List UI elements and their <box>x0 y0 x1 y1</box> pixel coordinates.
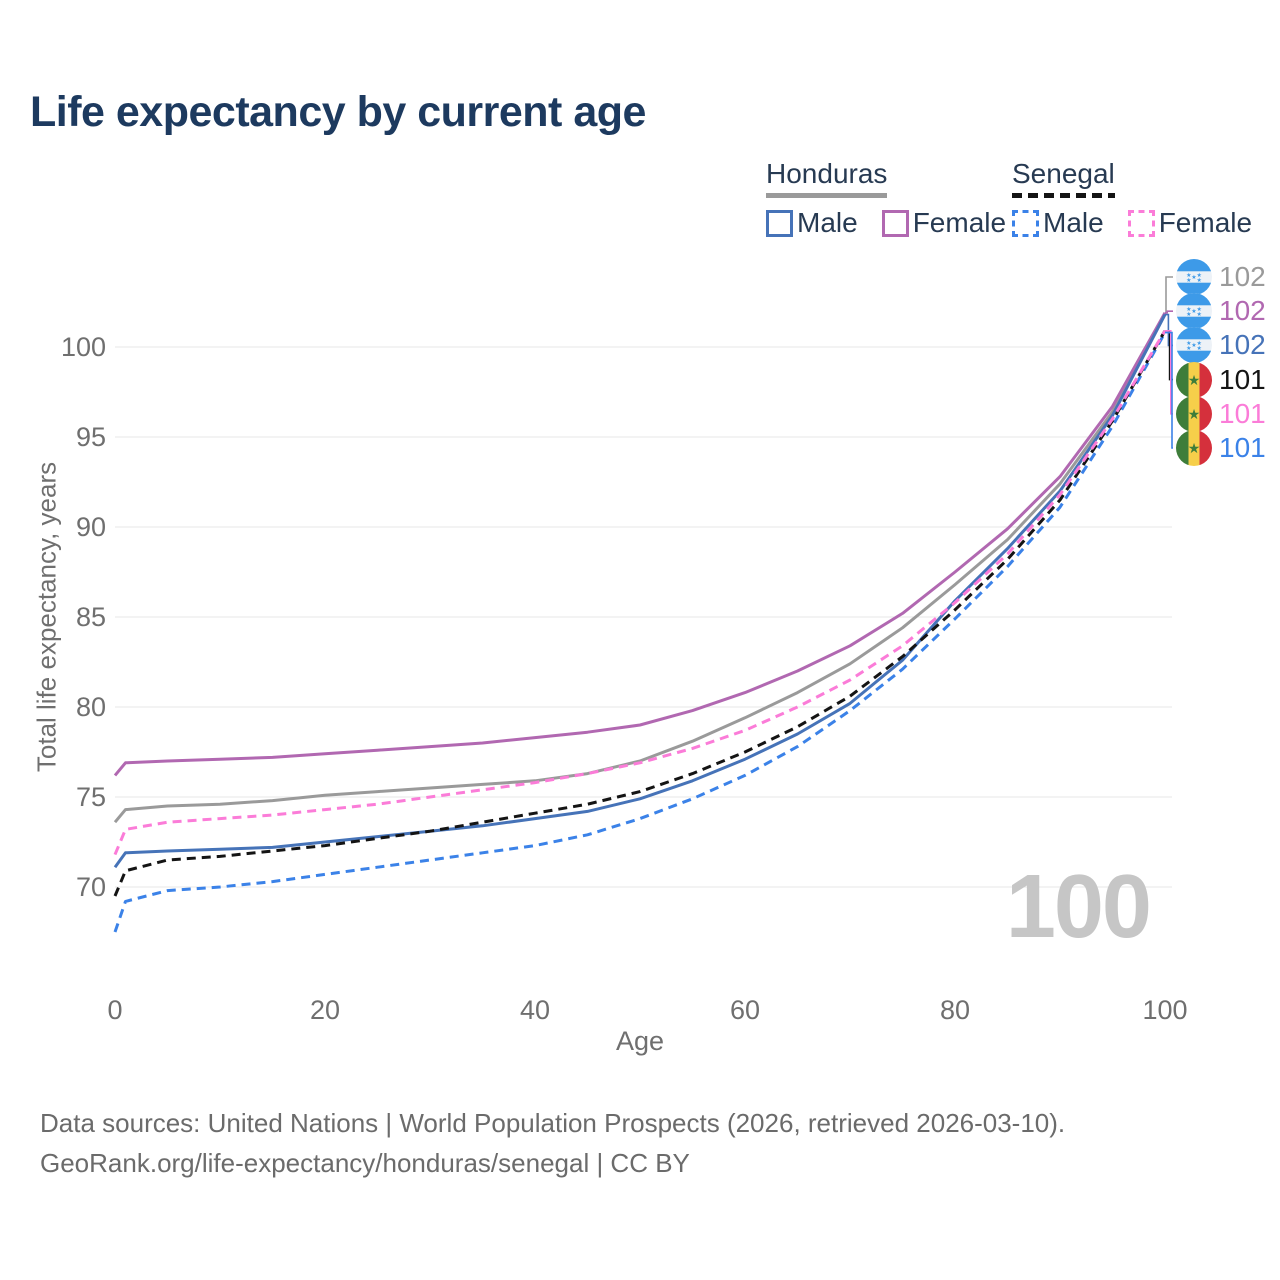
data-sources-text: Data sources: United Nations | World Pop… <box>40 1108 1066 1138</box>
svg-text:★: ★ <box>1197 340 1202 347</box>
honduras-male-swatch <box>766 209 793 237</box>
x-tick-label: 20 <box>309 995 341 1025</box>
svg-text:★: ★ <box>1186 277 1191 284</box>
legend-country-senegal: Senegal <box>1012 158 1115 198</box>
senegal-flag-icon: ★ <box>1176 395 1212 432</box>
svg-text:★: ★ <box>1186 272 1191 279</box>
svg-text:★: ★ <box>1197 345 1202 352</box>
legend-items-senegal: Male Female <box>1012 207 1252 239</box>
series-line-senegal <box>113 330 1167 897</box>
honduras-flag-icon: ★ ★★★ ★ <box>1176 293 1212 330</box>
legend-item-label: Female <box>912 207 1007 238</box>
end-value-text: 102 <box>1219 329 1266 361</box>
svg-text:★: ★ <box>1197 272 1202 279</box>
honduras-flag-icon: ★ ★★★ ★ <box>1176 259 1212 295</box>
x-tick-label: 0 <box>107 995 123 1025</box>
x-tick-label: 80 <box>939 995 971 1025</box>
svg-text:★: ★ <box>1188 372 1201 388</box>
senegal-flag-icon: ★ <box>1176 430 1212 466</box>
end-value-honduras-female: ★ ★ ★ ★ ★ 102 <box>1176 293 1266 330</box>
series-line-honduras <box>113 312 1167 824</box>
svg-text:★: ★ <box>1186 345 1191 352</box>
end-value-text: 102 <box>1219 295 1266 327</box>
senegal-flag-icon: ★ <box>1176 361 1212 398</box>
svg-text:★: ★ <box>1197 311 1202 318</box>
end-value-text: 101 <box>1219 432 1266 463</box>
y-tick-label: 85 <box>75 602 106 632</box>
svg-text:★: ★ <box>1186 311 1191 318</box>
legend-item-label: Male <box>797 207 858 238</box>
svg-text:★: ★ <box>1197 277 1202 284</box>
x-axis-title: Age <box>615 1026 665 1056</box>
legend-items-honduras: Male Female <box>766 207 1006 239</box>
age-watermark: 100 <box>1005 857 1152 957</box>
senegal-male-swatch <box>1012 209 1039 237</box>
svg-text:★: ★ <box>1188 406 1201 422</box>
chart-title: Life expectancy by current age <box>30 88 646 136</box>
end-value-text: 101 <box>1219 397 1266 429</box>
series-line-honduras-male <box>113 313 1167 869</box>
y-tick-label: 70 <box>75 872 106 902</box>
legend-country-honduras: Honduras <box>766 158 888 198</box>
end-value-honduras: ★ ★ ★ ★ ★ 102 <box>1176 259 1266 295</box>
legend-group-honduras: Honduras Male Female <box>766 158 1006 239</box>
y-tick-label: 90 <box>75 512 106 542</box>
svg-text:★: ★ <box>1186 306 1191 313</box>
end-value-text: 101 <box>1219 363 1266 395</box>
series-line-senegal-female <box>113 330 1167 856</box>
x-tick-label: 60 <box>729 995 761 1025</box>
end-value-senegal: ★ 101 <box>1176 361 1266 398</box>
svg-text:★: ★ <box>1197 306 1202 313</box>
series-line-senegal-male <box>113 331 1167 933</box>
end-label-connector <box>1165 310 1173 314</box>
attribution-text: GeoRank.org/life-expectancy/honduras/sen… <box>40 1148 690 1178</box>
legend-item-senegal-female[interactable]: Female <box>1127 207 1253 239</box>
honduras-female-swatch <box>881 209 909 237</box>
legend-item-senegal-male[interactable]: Male <box>1012 207 1104 239</box>
legend-item-label: Male <box>1043 207 1104 238</box>
y-tick-label: 100 <box>60 332 106 362</box>
legend-group-senegal: Senegal Male Female <box>1012 158 1252 239</box>
y-tick-label: 95 <box>75 422 106 452</box>
legend-item-label: Female <box>1158 207 1253 238</box>
svg-text:★: ★ <box>1191 274 1196 281</box>
svg-text:★: ★ <box>1186 340 1191 347</box>
y-tick-label: 75 <box>75 782 106 812</box>
end-value-senegal-female: ★ 101 <box>1176 395 1266 432</box>
svg-text:★: ★ <box>1191 308 1196 315</box>
x-tick-label: 40 <box>519 995 551 1025</box>
legend-country-honduras-label: Honduras <box>766 158 888 189</box>
honduras-flag-icon: ★ ★★★ ★ <box>1176 327 1212 364</box>
senegal-line-style-sample <box>1012 193 1115 198</box>
x-tick-label: 100 <box>1142 995 1188 1025</box>
series-line-honduras-female <box>113 312 1167 777</box>
honduras-line-style-sample <box>766 193 888 198</box>
legend-item-honduras-female[interactable]: Female <box>881 207 1007 239</box>
svg-text:★: ★ <box>1188 440 1201 456</box>
y-tick-label: 80 <box>75 692 106 722</box>
legend-item-honduras-male[interactable]: Male <box>766 207 858 239</box>
end-value-senegal-male: ★ 101 <box>1176 430 1266 466</box>
end-label-connector <box>1165 331 1173 449</box>
svg-text:★: ★ <box>1191 343 1196 350</box>
end-value-honduras-male: ★ ★ ★ ★ ★ 102 <box>1176 327 1266 364</box>
end-value-text: 102 <box>1219 261 1266 292</box>
end-label-connector <box>1165 276 1173 314</box>
senegal-female-swatch <box>1127 209 1155 237</box>
legend-country-senegal-label: Senegal <box>1012 158 1115 189</box>
